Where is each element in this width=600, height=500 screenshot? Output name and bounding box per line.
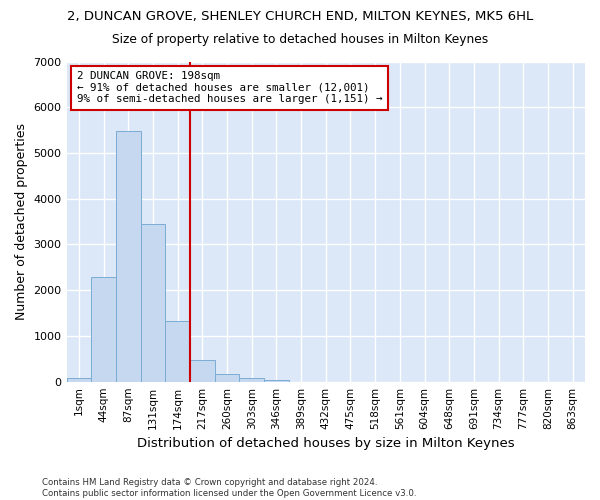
Text: Size of property relative to detached houses in Milton Keynes: Size of property relative to detached ho… <box>112 32 488 46</box>
Bar <box>239 378 264 382</box>
Bar <box>140 224 165 382</box>
Bar <box>165 322 190 382</box>
X-axis label: Distribution of detached houses by size in Milton Keynes: Distribution of detached houses by size … <box>137 437 515 450</box>
Text: 2, DUNCAN GROVE, SHENLEY CHURCH END, MILTON KEYNES, MK5 6HL: 2, DUNCAN GROVE, SHENLEY CHURCH END, MIL… <box>67 10 533 23</box>
Text: Contains HM Land Registry data © Crown copyright and database right 2024.
Contai: Contains HM Land Registry data © Crown c… <box>42 478 416 498</box>
Bar <box>264 380 289 382</box>
Bar <box>91 278 116 382</box>
Bar <box>215 374 239 382</box>
Text: 2 DUNCAN GROVE: 198sqm
← 91% of detached houses are smaller (12,001)
9% of semi-: 2 DUNCAN GROVE: 198sqm ← 91% of detached… <box>77 71 382 104</box>
Bar <box>67 378 91 382</box>
Bar <box>116 131 140 382</box>
Bar <box>190 360 215 382</box>
Y-axis label: Number of detached properties: Number of detached properties <box>15 123 28 320</box>
